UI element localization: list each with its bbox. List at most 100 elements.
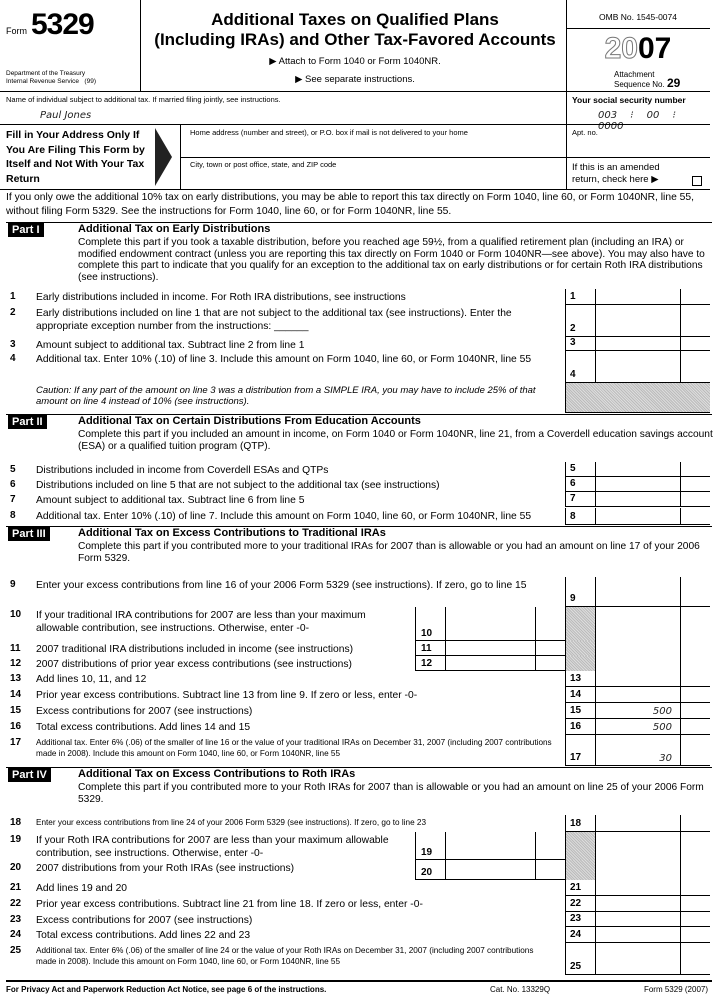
line-2: 2 Early distributions included on line 1… xyxy=(0,305,722,337)
amount-field[interactable] xyxy=(595,912,680,927)
cents-field[interactable] xyxy=(680,719,710,735)
line-text: 2007 distributions of prior year excess … xyxy=(36,659,352,670)
cents-field[interactable] xyxy=(680,943,710,975)
cents-field[interactable] xyxy=(680,687,710,703)
amount-field[interactable] xyxy=(595,351,680,383)
cents-field[interactable] xyxy=(680,735,710,766)
line-number: 12 xyxy=(10,658,22,669)
box-label: 17 xyxy=(565,735,595,766)
line-text: Early distributions included in income. … xyxy=(36,292,406,303)
cents-field[interactable] xyxy=(680,337,710,351)
caution-text: Caution: If any part of the amount on li… xyxy=(36,385,536,407)
box-label: 2 xyxy=(565,305,595,337)
cents-field[interactable] xyxy=(680,880,710,896)
line-3: 3 Amount subject to additional tax. Subt… xyxy=(0,337,722,351)
amount-field[interactable] xyxy=(595,671,680,687)
cents-field[interactable] xyxy=(680,477,710,492)
privacy-notice: For Privacy Act and Paperwork Reduction … xyxy=(6,985,327,994)
line-text: Additional tax. Enter 6% (.06) of the sm… xyxy=(36,738,552,758)
line-number: 15 xyxy=(10,705,22,716)
box-label: 1 xyxy=(565,289,595,305)
sequence-number: 29 xyxy=(666,76,681,90)
amount-field[interactable] xyxy=(595,815,680,832)
name-label: Name of individual subject to additional… xyxy=(6,95,281,104)
line-number: 22 xyxy=(10,898,22,909)
inner-cents-field[interactable] xyxy=(535,641,565,656)
cents-field[interactable] xyxy=(680,289,710,305)
amount-field[interactable] xyxy=(595,896,680,912)
cents-field[interactable] xyxy=(680,462,710,477)
year-outline: 20 xyxy=(604,32,638,66)
amount-field[interactable] xyxy=(595,289,680,305)
cents-field[interactable] xyxy=(680,927,710,943)
inner-amount-field[interactable] xyxy=(445,656,535,671)
cents-field[interactable] xyxy=(680,703,710,719)
box-label: 7 xyxy=(565,492,595,507)
inner-amount-field[interactable] xyxy=(445,641,535,656)
ssn-field[interactable]: 003 ⁝ 00 ⁝ 0000 xyxy=(598,110,676,132)
line-number: 9 xyxy=(10,579,16,590)
inner-cents-field[interactable] xyxy=(535,607,565,641)
amount-field[interactable] xyxy=(595,508,680,525)
omb-number: OMB No. 1545-0074 xyxy=(599,12,677,22)
line-text: Distributions included in income from Co… xyxy=(36,465,329,476)
cents-field[interactable] xyxy=(680,351,710,383)
line-10: 10 If your traditional IRA contributions… xyxy=(0,607,722,641)
inner-amount-field[interactable] xyxy=(445,607,535,641)
inner-cents-field[interactable] xyxy=(535,860,565,880)
line-number: 18 xyxy=(10,817,22,828)
inner-amount-field[interactable] xyxy=(445,860,535,880)
amount-field[interactable] xyxy=(595,492,680,507)
line-15: 15 Excess contributions for 2007 (see in… xyxy=(0,703,722,719)
line-text: Add lines 10, 11, and 12 xyxy=(36,674,147,685)
form-number-value: 5329 xyxy=(31,8,95,41)
line-number: 3 xyxy=(10,339,16,350)
inner-box-label: 10 xyxy=(415,607,445,641)
part-description: Complete this part if you included an am… xyxy=(78,429,713,452)
line-text: Enter your excess contributions from lin… xyxy=(36,818,427,827)
amount-field[interactable] xyxy=(595,337,680,351)
amended-checkbox[interactable] xyxy=(692,176,702,186)
line-text: Prior year excess contributions. Subtrac… xyxy=(36,690,418,701)
cents-field[interactable] xyxy=(680,305,710,337)
amount-field[interactable] xyxy=(595,305,680,337)
attach-note: ▶ Attach to Form 1040 or Form 1040NR. xyxy=(269,56,441,67)
name-field[interactable]: Paul Jones xyxy=(40,110,92,121)
amount-field[interactable] xyxy=(595,687,680,703)
cents-field[interactable] xyxy=(680,492,710,507)
cents-field[interactable] xyxy=(680,577,710,607)
cents-field[interactable] xyxy=(680,815,710,832)
line-text: 2007 traditional IRA distributions inclu… xyxy=(36,644,354,655)
home-address-field[interactable] xyxy=(190,138,560,156)
tax-year: 2007 xyxy=(566,32,710,66)
city-field[interactable] xyxy=(190,170,560,188)
amount-field[interactable] xyxy=(595,927,680,943)
inner-cents-field[interactable] xyxy=(535,656,565,671)
line-text: Add lines 19 and 20 xyxy=(36,883,128,894)
amount-field[interactable] xyxy=(595,880,680,896)
inner-cents-field[interactable] xyxy=(535,832,565,860)
amount-field[interactable]: 500 xyxy=(595,703,680,719)
line-number: 21 xyxy=(10,882,22,893)
amount-field[interactable] xyxy=(595,477,680,492)
amount-field[interactable] xyxy=(595,577,680,607)
cents-field[interactable] xyxy=(680,912,710,927)
amount-field[interactable] xyxy=(595,462,680,477)
line-text: Prior year excess contributions. Subtrac… xyxy=(36,899,423,910)
amount-field[interactable]: 30 xyxy=(595,735,680,766)
line-number: 24 xyxy=(10,929,22,940)
cents-field[interactable] xyxy=(680,671,710,687)
cents-field[interactable] xyxy=(680,508,710,525)
amount-field[interactable] xyxy=(595,943,680,975)
line-20: 20 2007 distributions from your Roth IRA… xyxy=(0,860,722,880)
cents-field[interactable] xyxy=(680,896,710,912)
line-19: 19 If your Roth IRA contributions for 20… xyxy=(0,832,722,860)
line-text: Total excess contributions. Add lines 22… xyxy=(36,930,251,941)
inner-amount-field[interactable] xyxy=(445,832,535,860)
instructions-note: ▶ See separate instructions. xyxy=(295,74,415,85)
line-number: 19 xyxy=(10,834,22,845)
part-3-header: Part III Additional Tax on Excess Contrib… xyxy=(6,526,712,574)
amount-field[interactable]: 500 xyxy=(595,719,680,735)
inner-box-label: 12 xyxy=(415,656,445,671)
catalog-number: Cat. No. 13329Q xyxy=(490,985,551,994)
